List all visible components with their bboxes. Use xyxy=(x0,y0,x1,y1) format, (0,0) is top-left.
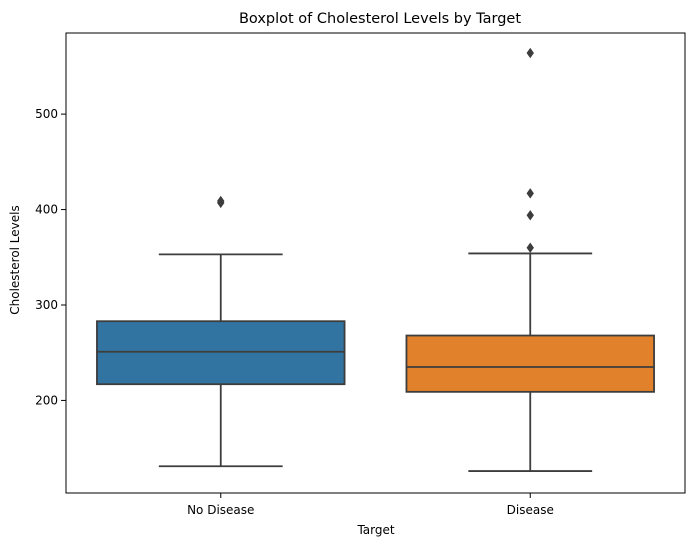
box-group xyxy=(405,47,655,472)
outlier-point xyxy=(526,242,534,253)
y-tick-label: 200 xyxy=(35,393,58,407)
outlier-point xyxy=(217,195,225,207)
y-tick-label: 400 xyxy=(35,203,58,217)
plot-area xyxy=(65,32,686,494)
box-group xyxy=(96,195,346,468)
y-tick-label: 300 xyxy=(35,298,58,312)
y-tick-label: 500 xyxy=(35,107,58,121)
x-axis-title: Target xyxy=(356,523,394,537)
outlier-point xyxy=(526,47,534,59)
x-tick-label: Disease xyxy=(507,503,554,517)
outlier-point xyxy=(526,210,534,221)
x-tick-label: No Disease xyxy=(187,503,254,517)
boxes-layer xyxy=(96,47,655,472)
x-axis: No Disease Disease xyxy=(187,493,554,517)
y-axis-title: Cholesterol Levels xyxy=(8,205,22,314)
y-axis: 200 300 400 500 xyxy=(35,107,66,407)
outlier-point xyxy=(526,188,534,199)
iqr-box xyxy=(96,320,346,386)
chart-title: Boxplot of Cholesterol Levels by Target xyxy=(239,11,521,27)
iqr-box xyxy=(405,334,655,393)
